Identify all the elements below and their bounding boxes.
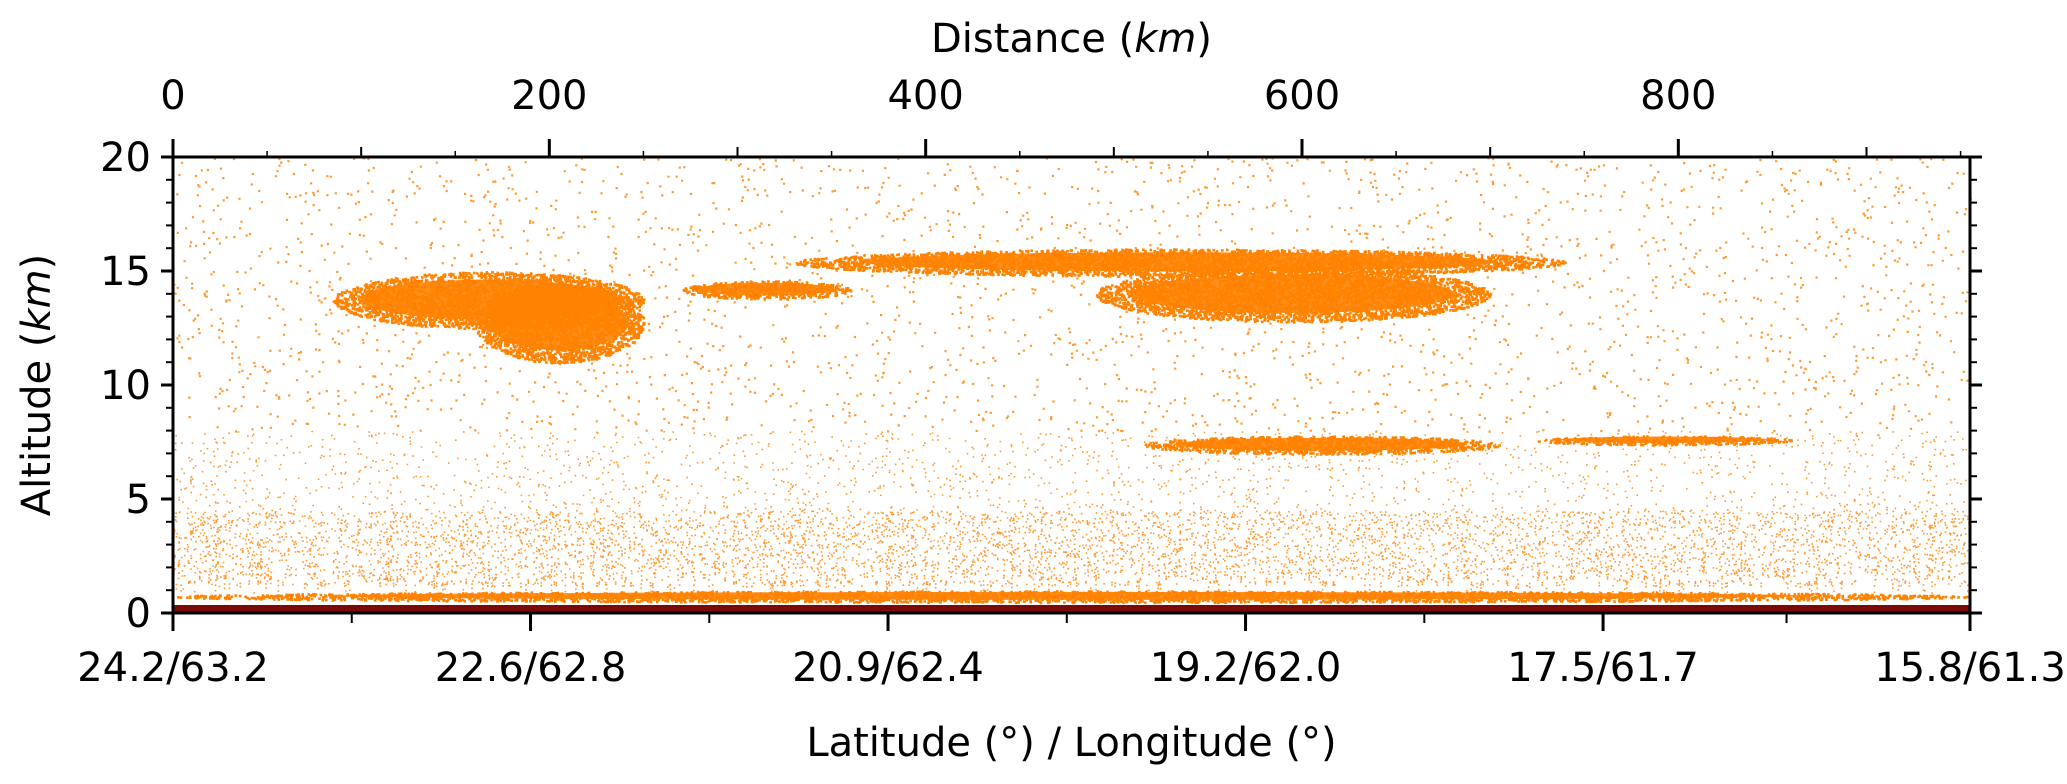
top-tick-label: 200 xyxy=(511,73,587,119)
backscatter-points xyxy=(173,157,1972,605)
bottom-tick-label: 24.2/63.2 xyxy=(77,645,269,691)
y-axis: 0 5 10 15 20 xyxy=(100,135,1982,637)
bottom-tick-label: 15.8/61.3 xyxy=(1874,645,2066,691)
y-tick-label: 0 xyxy=(126,591,151,637)
top-axis-title: Distance (km) xyxy=(931,16,1212,62)
cloud-layer-upper xyxy=(474,283,646,365)
cloud-layer-upper xyxy=(1095,266,1493,324)
top-x-axis: 0 200 400 600 800 xyxy=(160,73,1962,157)
y-axis-title: Altitude (km) xyxy=(14,254,60,516)
bottom-tick-label: 19.2/62.0 xyxy=(1150,645,1342,691)
cloud-layer-mid xyxy=(1538,435,1793,447)
y-tick-label: 5 xyxy=(126,477,151,523)
surface-return xyxy=(173,605,1970,614)
top-tick-label: 400 xyxy=(887,73,963,119)
plot-area xyxy=(171,155,1972,615)
top-tick-label: 0 xyxy=(160,73,185,119)
bottom-tick-label: 22.6/62.8 xyxy=(435,645,627,691)
surface-band xyxy=(173,605,1970,614)
top-tick-label: 800 xyxy=(1640,73,1716,119)
top-tick-label: 600 xyxy=(1264,73,1340,119)
bottom-x-axis: 24.2/63.2 22.6/62.8 20.9/62.4 19.2/62.0 17.5… xyxy=(77,613,2066,691)
y-tick-label: 20 xyxy=(100,135,151,181)
bottom-tick-label: 17.5/61.7 xyxy=(1507,645,1699,691)
cloud-layer-low xyxy=(177,590,1970,605)
plot-background xyxy=(173,157,1970,613)
cloud-layer-mid xyxy=(1144,435,1501,456)
bottom-axis-title: Latitude (°) / Longitude (°) xyxy=(806,720,1336,766)
y-tick-label: 15 xyxy=(100,249,151,295)
y-tick-label: 10 xyxy=(100,363,151,409)
bottom-tick-label: 20.9/62.4 xyxy=(792,645,984,691)
cloud-layer-upper xyxy=(682,280,853,301)
cloud-layer-upper xyxy=(795,248,1567,279)
